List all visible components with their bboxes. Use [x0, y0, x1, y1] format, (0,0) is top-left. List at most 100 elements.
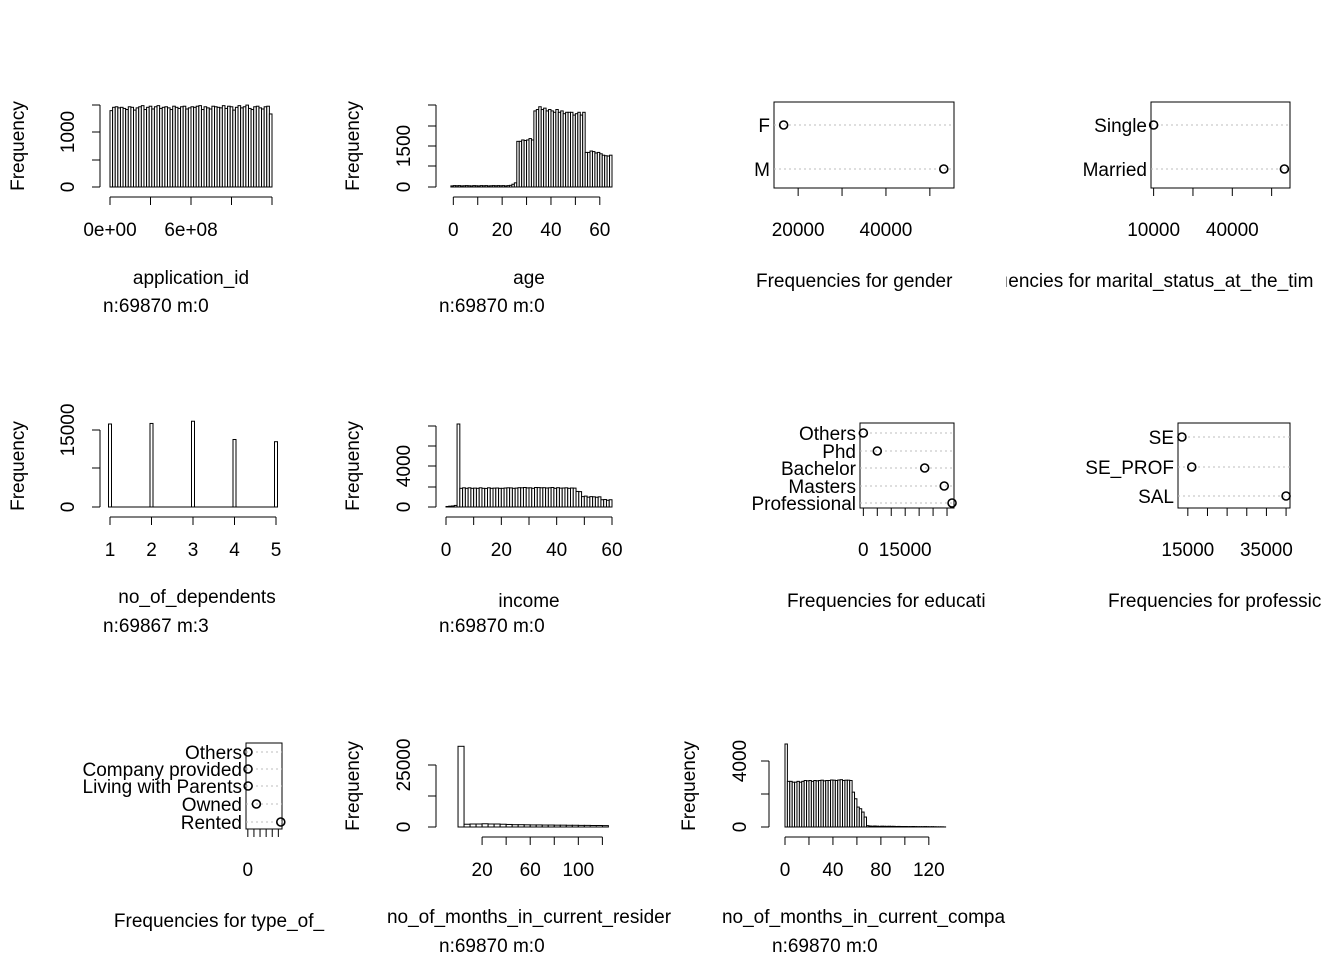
category-label: SE	[1149, 428, 1174, 449]
bar	[582, 111, 586, 188]
x-tick-label: 120	[913, 860, 945, 881]
plot-frame	[773, 101, 955, 189]
x-tick-label: 40	[540, 220, 561, 241]
bar	[268, 113, 273, 188]
category-label: F	[758, 116, 770, 137]
x-tick-label: 40	[546, 540, 567, 561]
y-tick-label: 25000	[394, 739, 415, 792]
x-tick-label: 4	[229, 540, 240, 561]
x-tick-label: 10000	[1127, 220, 1180, 241]
bar	[481, 823, 489, 828]
bar	[595, 825, 603, 828]
dot-point	[251, 799, 262, 809]
x-tick-label: 5	[271, 540, 282, 561]
x-axis-label: Frequencies for professic	[1108, 591, 1321, 612]
x-tick-label: 20	[491, 540, 512, 561]
category-label: Owned	[182, 795, 242, 816]
dot-point	[778, 120, 789, 130]
x-tick-label: 60	[520, 860, 541, 881]
category-label: Masters	[788, 477, 856, 498]
panel-content: Single Married 10000 40000 ıencies for marit…	[1006, 101, 1314, 292]
bar	[511, 824, 519, 828]
bar	[553, 824, 561, 828]
x-axis-label: Frequencies for type_of_	[114, 911, 325, 932]
y-tick-label: 0	[58, 182, 79, 193]
panel-no_of_months_in_current_company: 0 4000 Frequency 0 40 80 120 no_of_months_in_cu…	[679, 740, 1005, 957]
x-tick-label: 15000	[1161, 540, 1214, 561]
x-tick-label: 100	[562, 860, 594, 881]
bar	[149, 422, 154, 508]
dot-point	[1279, 164, 1290, 174]
y-tick-label: 1000	[58, 111, 79, 153]
panel-content: 0 25000 Frequency 20 60 100 no_of_months_in_cu…	[343, 739, 672, 957]
dot-point	[872, 446, 883, 456]
x-tick-label: 20000	[772, 220, 825, 241]
category-label: Others	[185, 743, 242, 764]
bar	[469, 823, 477, 828]
bar	[541, 824, 549, 828]
category-label: Phd	[822, 442, 856, 463]
bar	[608, 499, 613, 508]
x-tick-label: 1	[105, 540, 116, 561]
y-axis-label: Frequency	[8, 421, 29, 511]
plot-frame	[1177, 422, 1291, 509]
x-axis-label: no_of_dependents	[118, 587, 275, 608]
category-label: SAL	[1138, 487, 1174, 508]
x-tick-label: 40000	[1206, 220, 1259, 241]
bar	[505, 823, 513, 828]
dot-point	[243, 764, 253, 774]
bar	[274, 441, 278, 508]
y-tick-label: 0	[394, 822, 415, 833]
bar	[456, 423, 461, 508]
panel-marital_status: Single Married 10000 40000 ıencies for marit…	[1006, 101, 1314, 292]
bar	[559, 824, 567, 828]
bar	[463, 823, 471, 828]
y-axis-label: Frequency	[343, 101, 364, 191]
bar	[191, 420, 195, 508]
category-label: Others	[799, 424, 856, 445]
bar	[108, 423, 112, 508]
panel-no_of_months_in_current_residence: 0 25000 Frequency 20 60 100 no_of_months_in_cu…	[343, 739, 672, 957]
bar	[565, 824, 573, 828]
x-tick-label: 20	[472, 860, 493, 881]
dot-point	[939, 481, 950, 491]
bar	[863, 816, 867, 828]
bar	[577, 824, 585, 828]
x-axis-label: Frequencies for gender	[756, 271, 953, 292]
x-axis-label: Frequencies for educati	[787, 591, 986, 612]
panel-gender: F M 20000 40000 Frequencies for gender	[754, 101, 955, 292]
x-axis-label: income	[498, 591, 559, 612]
y-axis-label: Frequency	[679, 741, 700, 831]
bar	[457, 745, 465, 828]
bar	[589, 825, 597, 828]
footer-label: n:69870 m:0	[439, 616, 545, 637]
category-label: Rented	[181, 813, 242, 834]
panel-age: 0 1500 Frequency 0 20 40 60 age n:69870 m:0	[343, 101, 613, 317]
bar	[609, 154, 613, 188]
x-tick-label: 2	[146, 540, 157, 561]
dot-point	[1148, 120, 1159, 130]
panel-application_id: 0 1000 Frequency 0e+00 6e+08 application_id n:…	[8, 101, 273, 317]
dot-point	[1186, 462, 1197, 472]
x-tick-label: 0	[448, 220, 459, 241]
x-tick-label: 3	[188, 540, 199, 561]
y-tick-label: 0	[394, 502, 415, 513]
category-label: Living with Parents	[83, 777, 242, 798]
dot-point	[938, 164, 949, 174]
x-tick-label: 60	[589, 220, 610, 241]
bar	[493, 823, 501, 828]
dot-point	[243, 781, 253, 791]
dot-point	[1281, 491, 1291, 501]
x-tick-label: 40000	[860, 220, 913, 241]
category-label: M	[754, 160, 770, 181]
y-tick-label: 0	[58, 502, 79, 513]
footer-label: n:69870 m:0	[439, 936, 545, 957]
category-label: SE_PROF	[1085, 458, 1174, 479]
bar	[517, 824, 525, 828]
bar	[583, 824, 591, 828]
